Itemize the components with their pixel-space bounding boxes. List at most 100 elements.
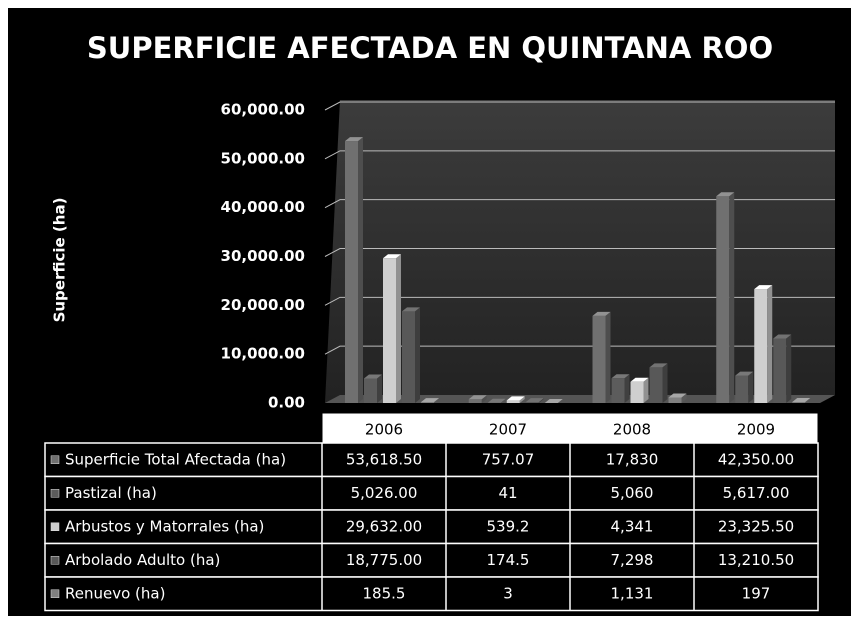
bar <box>716 196 730 403</box>
bar-side <box>748 371 754 403</box>
bar <box>402 311 415 403</box>
grid-line <box>324 248 835 257</box>
bar-side <box>643 377 649 403</box>
bar <box>792 402 806 403</box>
bar <box>649 367 663 403</box>
bar-top <box>525 398 544 403</box>
bar-top <box>754 285 773 290</box>
x-tick-label: 2007 <box>489 421 527 439</box>
y-tick-label: 10,000.00 <box>221 345 305 363</box>
y-tick-label: 40,000.00 <box>221 198 305 216</box>
legend-label: Renuevo (ha) <box>65 584 165 602</box>
legend-swatch <box>50 589 60 598</box>
legend-label: Arbustos y Matorrales (ha) <box>65 517 264 535</box>
y-tick-label: 50,000.00 <box>221 149 305 167</box>
bar-top <box>735 371 754 376</box>
table-value: 5,617.00 <box>723 484 790 502</box>
bar-side <box>519 396 525 403</box>
table-value: 53,618.50 <box>346 450 422 468</box>
table-value: 29,632.00 <box>346 517 422 535</box>
grid-line <box>324 150 835 160</box>
y-tick-label: 60,000.00 <box>221 101 305 119</box>
legend-swatch <box>50 489 60 498</box>
legend-label: Pastizal (ha) <box>65 484 157 502</box>
table-value: 197 <box>742 584 771 602</box>
x-tick-label: 2008 <box>613 421 651 439</box>
bar-side <box>662 363 668 403</box>
bar <box>754 289 768 403</box>
bar-side <box>624 374 630 403</box>
bar <box>364 378 377 403</box>
bar-side <box>767 285 773 403</box>
grid-line <box>324 345 835 355</box>
table-value: 5,060 <box>611 484 654 502</box>
bar-side <box>805 398 811 403</box>
bar-top <box>773 334 792 339</box>
bar <box>668 397 682 403</box>
bar-top <box>716 192 735 197</box>
table-value: 174.5 <box>487 551 530 569</box>
table-row <box>44 475 819 511</box>
legend-label: Arbolado Adulto (ha) <box>65 551 220 569</box>
table-row <box>44 576 819 612</box>
bar <box>506 400 520 403</box>
table-value: 23,325.50 <box>718 517 794 535</box>
bar-top <box>468 395 487 400</box>
bar-side <box>605 311 611 403</box>
table-value: 7,298 <box>611 551 654 569</box>
bar <box>630 381 644 403</box>
bar-side <box>396 254 401 403</box>
table-value: 185.5 <box>363 584 406 602</box>
legend-swatch <box>50 455 60 464</box>
bar-side <box>786 334 792 403</box>
bar-side <box>481 395 487 403</box>
bar-top <box>506 396 525 401</box>
bar <box>525 402 539 403</box>
y-tick-label: 0.00 <box>268 394 305 412</box>
y-tick-label: 20,000.00 <box>221 296 305 314</box>
bar <box>592 315 606 403</box>
bar <box>773 338 787 403</box>
bar-top <box>383 254 401 259</box>
table-value: 17,830 <box>606 450 659 468</box>
bar-side <box>500 398 506 403</box>
table-value: 13,210.50 <box>718 551 794 569</box>
table-row <box>44 442 819 478</box>
legend-swatch <box>50 556 60 565</box>
legend-label: Superficie Total Afectada (ha) <box>65 450 286 468</box>
bar-top <box>792 398 811 403</box>
table-value: 757.07 <box>482 450 535 468</box>
bar-top <box>630 377 649 382</box>
bar-side <box>434 398 439 403</box>
bar <box>468 399 482 403</box>
bar-side <box>681 393 687 403</box>
bar-side <box>377 374 382 403</box>
table-value: 1,131 <box>611 584 654 602</box>
x-tick-label: 2006 <box>365 421 403 439</box>
table-value: 41 <box>498 484 517 502</box>
bar-top <box>487 398 506 403</box>
table-value: 18,775.00 <box>346 551 422 569</box>
grid-line <box>324 199 835 209</box>
bar <box>421 402 434 403</box>
chart-title: SUPERFICIE AFECTADA EN QUINTANA ROO <box>87 31 773 65</box>
bar <box>383 258 396 403</box>
bar-top <box>649 363 668 368</box>
bar-side <box>557 398 563 403</box>
bar <box>735 375 749 403</box>
table-header-bg <box>321 412 819 444</box>
bar-side <box>415 307 420 403</box>
bar <box>345 141 358 403</box>
bar-top <box>611 374 630 379</box>
table-value: 4,341 <box>611 517 654 535</box>
legend-swatch <box>50 522 60 531</box>
y-axis-label: Superficie (ha) <box>51 198 69 323</box>
bar-top <box>345 137 363 142</box>
x-tick-label: 2009 <box>737 421 775 439</box>
grid-line <box>324 296 835 306</box>
table-value: 5,026.00 <box>351 484 418 502</box>
bar-top <box>668 393 687 398</box>
table-value: 42,350.00 <box>718 450 794 468</box>
